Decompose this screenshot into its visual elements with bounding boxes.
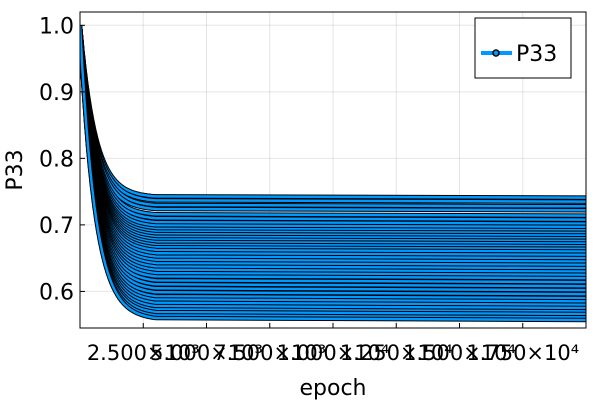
y-axis-ticks: 0.6 0.7 0.8 0.9 1.0 — [39, 14, 85, 305]
x-tick-label: 5.000×10³ — [150, 341, 263, 365]
legend-box — [474, 17, 572, 79]
series-curves — [80, 25, 586, 323]
x-axis-label: epoch — [300, 376, 367, 400]
x-tick-label: 7.500×10³ — [213, 341, 326, 365]
x-tick-label: 1.500×10⁴ — [403, 341, 516, 365]
y-tick-label: 0.7 — [39, 214, 74, 239]
x-tick-label: 1.750×10⁴ — [466, 341, 579, 365]
legend-swatch-marker — [492, 49, 500, 57]
y-tick-label: 1.0 — [39, 14, 74, 39]
x-tick-label: 1.000×10⁴ — [277, 341, 390, 365]
series-curve-line — [80, 25, 586, 322]
y-tick-label: 0.9 — [39, 81, 74, 106]
x-tick-label: 1.250×10⁴ — [340, 341, 453, 365]
y-tick-label: 0.8 — [39, 147, 74, 172]
x-tick-label: 2.500×10³ — [87, 341, 200, 365]
legend-entry-p33: P33 — [516, 42, 557, 67]
series-p33 — [80, 25, 586, 323]
y-axis-label: P33 — [3, 149, 28, 190]
y-tick-label: 0.6 — [39, 280, 74, 305]
x-axis-ticks: 2.500×10³5.000×10³7.500×10³1.000×10⁴1.25… — [87, 323, 579, 365]
legend: P33 — [474, 17, 572, 79]
